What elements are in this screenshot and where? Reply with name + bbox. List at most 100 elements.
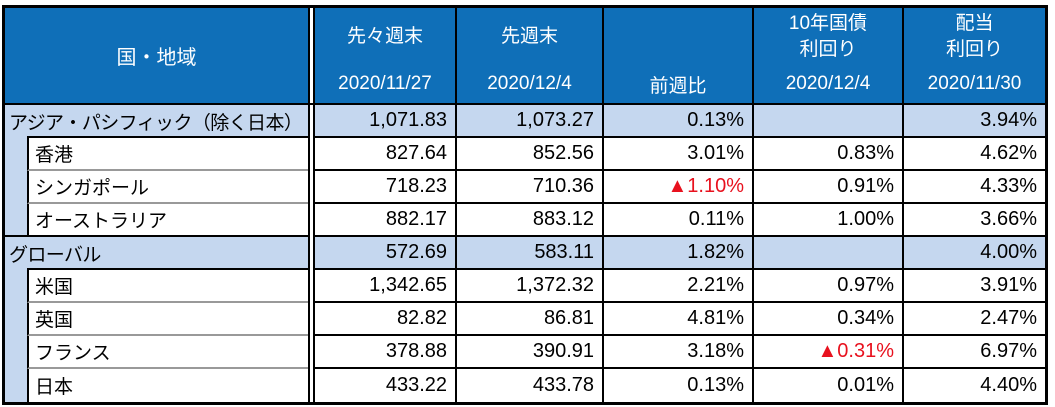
cell-prev2-week: 882.17	[315, 204, 457, 237]
cell-wow-change: 4.81%	[604, 303, 754, 336]
column-divider	[308, 270, 315, 303]
cell-bond-yield	[754, 237, 904, 270]
table-row: 日本 433.22 433.78 0.13% 0.01% 4.40%	[5, 369, 1045, 402]
row-label: 香港	[27, 138, 308, 171]
cell-prev2-week: 572.69	[315, 237, 457, 270]
row-indent-strip	[5, 270, 27, 303]
cell-prev-week: 1,073.27	[457, 105, 604, 138]
cell-wow-change: ▲1.10%	[604, 171, 754, 204]
row-label: アジア・パシフィック（除く日本）	[5, 105, 308, 138]
table-row: オーストラリア 882.17 883.12 0.11% 1.00% 3.66%	[5, 204, 1045, 237]
column-divider	[308, 171, 315, 204]
cell-dividend-yield: 4.62%	[904, 138, 1045, 171]
cell-wow-change: 0.13%	[604, 105, 754, 138]
cell-wow-change: 2.21%	[604, 270, 754, 303]
cell-dividend-yield: 2.47%	[904, 303, 1045, 336]
cell-wow-change: 0.13%	[604, 369, 754, 402]
row-indent-strip	[5, 369, 27, 402]
column-divider	[308, 105, 315, 138]
cell-bond-yield: 0.97%	[754, 270, 904, 303]
header-prev2-week-date: 2020/11/27	[338, 73, 432, 94]
row-label: グローバル	[5, 237, 308, 270]
table-row: アジア・パシフィック（除く日本） 1,071.83 1,073.27 0.13%…	[5, 105, 1045, 138]
column-divider	[308, 303, 315, 336]
row-label: 英国	[27, 303, 308, 336]
cell-dividend-yield: 4.33%	[904, 171, 1045, 204]
table-body: アジア・パシフィック（除く日本） 1,071.83 1,073.27 0.13%…	[5, 105, 1045, 402]
cell-prev-week: 583.11	[457, 237, 604, 270]
cell-dividend-yield: 4.00%	[904, 237, 1045, 270]
header-bond-yield: 10年国債 利回り 2020/12/4	[754, 8, 904, 103]
cell-wow-change: 3.01%	[604, 138, 754, 171]
column-divider	[308, 204, 315, 237]
cell-bond-yield: 0.91%	[754, 171, 904, 204]
cell-bond-yield: 0.83%	[754, 138, 904, 171]
cell-bond-yield	[754, 105, 904, 138]
header-bond-yield-date: 2020/12/4	[785, 73, 871, 94]
row-indent-strip	[5, 336, 27, 369]
row-label: オーストラリア	[27, 204, 308, 237]
header-dividend-yield-date: 2020/11/30	[927, 73, 1022, 94]
row-indent-strip	[5, 171, 27, 204]
cell-prev-week: 390.91	[457, 336, 604, 369]
header-dividend-yield-title: 配当 利回り	[945, 12, 1003, 60]
cell-prev2-week: 1,342.65	[315, 270, 457, 303]
column-divider	[308, 138, 315, 171]
table-row: グローバル 572.69 583.11 1.82% 4.00%	[5, 237, 1045, 270]
header-region-label: 国・地域	[116, 47, 197, 69]
table-row: シンガポール 718.23 710.36 ▲1.10% 0.91% 4.33%	[5, 171, 1045, 204]
row-label: 米国	[27, 270, 308, 303]
row-label: シンガポール	[27, 171, 308, 204]
cell-bond-yield: 1.00%	[754, 204, 904, 237]
cell-dividend-yield: 3.94%	[904, 105, 1045, 138]
column-divider	[308, 237, 315, 270]
row-indent-strip	[5, 303, 27, 336]
cell-bond-yield: ▲0.31%	[754, 336, 904, 369]
cell-prev-week: 433.78	[457, 369, 604, 402]
row-indent-strip	[5, 138, 27, 171]
header-region: 国・地域	[5, 8, 308, 103]
cell-prev-week: 883.12	[457, 204, 604, 237]
row-label: フランス	[27, 336, 308, 369]
row-indent-strip	[5, 204, 27, 237]
cell-prev2-week: 1,071.83	[315, 105, 457, 138]
row-label: 日本	[27, 369, 308, 402]
cell-bond-yield: 0.01%	[754, 369, 904, 402]
cell-bond-yield: 0.34%	[754, 303, 904, 336]
header-wow-change-title	[604, 8, 752, 65]
table-header: 国・地域 先々週末 2020/11/27 先週末 2020/12/4 前週比 1…	[5, 8, 1045, 105]
header-dividend-yield: 配当 利回り 2020/11/30	[904, 8, 1045, 103]
header-prev-week-title: 先週末	[500, 25, 558, 47]
cell-wow-change: 1.82%	[604, 237, 754, 270]
cell-prev-week: 710.36	[457, 171, 604, 204]
cell-prev2-week: 718.23	[315, 171, 457, 204]
table-row: 米国 1,342.65 1,372.32 2.21% 0.97% 3.91%	[5, 270, 1045, 303]
header-prev2-week-title: 先々週末	[346, 25, 423, 47]
column-divider	[308, 8, 315, 103]
cell-dividend-yield: 4.40%	[904, 369, 1045, 402]
cell-dividend-yield: 6.97%	[904, 336, 1045, 369]
cell-wow-change: 3.18%	[604, 336, 754, 369]
table-row: フランス 378.88 390.91 3.18% ▲0.31% 6.97%	[5, 336, 1045, 369]
table-row: 香港 827.64 852.56 3.01% 0.83% 4.62%	[5, 138, 1045, 171]
cell-prev2-week: 82.82	[315, 303, 457, 336]
cell-dividend-yield: 3.91%	[904, 270, 1045, 303]
header-wow-change-label: 前週比	[649, 75, 707, 97]
header-prev-week-date: 2020/12/4	[487, 73, 572, 94]
cell-prev2-week: 378.88	[315, 336, 457, 369]
cell-prev-week: 852.56	[457, 138, 604, 171]
cell-prev2-week: 827.64	[315, 138, 457, 171]
market-data-table: 国・地域 先々週末 2020/11/27 先週末 2020/12/4 前週比 1…	[2, 5, 1048, 405]
cell-prev-week: 86.81	[457, 303, 604, 336]
header-bond-yield-title: 10年国債 利回り	[788, 12, 868, 60]
cell-dividend-yield: 3.66%	[904, 204, 1045, 237]
cell-prev2-week: 433.22	[315, 369, 457, 402]
column-divider	[308, 336, 315, 369]
cell-wow-change: 0.11%	[604, 204, 754, 237]
cell-prev-week: 1,372.32	[457, 270, 604, 303]
header-prev2-week: 先々週末 2020/11/27	[315, 8, 457, 103]
table-row: 英国 82.82 86.81 4.81% 0.34% 2.47%	[5, 303, 1045, 336]
column-divider	[308, 369, 315, 402]
header-wow-change: 前週比	[604, 8, 754, 103]
header-prev-week: 先週末 2020/12/4	[457, 8, 604, 103]
